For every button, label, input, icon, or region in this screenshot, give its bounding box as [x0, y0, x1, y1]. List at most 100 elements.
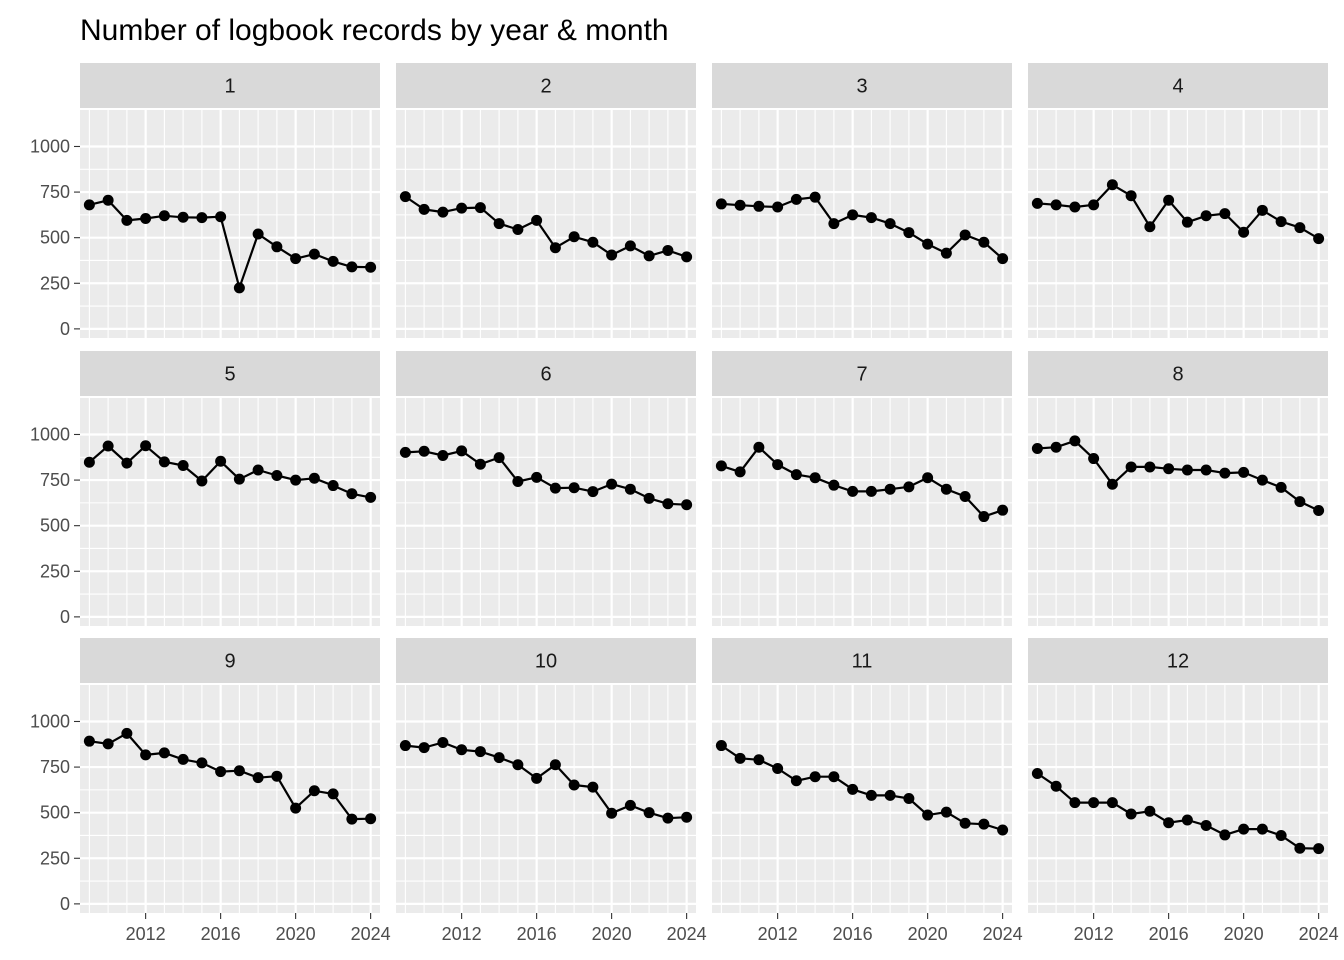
- series-line: [1037, 183, 1320, 240]
- data-point: [418, 203, 430, 215]
- data-point: [1256, 823, 1268, 835]
- data-point: [1219, 829, 1231, 841]
- data-point: [308, 472, 320, 484]
- data-point: [753, 200, 765, 212]
- data-point: [177, 459, 189, 471]
- x-tick-label: 2016: [201, 924, 241, 944]
- data-point: [456, 202, 468, 214]
- data-point: [1275, 216, 1287, 228]
- data-point: [624, 240, 636, 252]
- data-point: [549, 759, 561, 771]
- data-point: [643, 492, 655, 504]
- facet-strip-label: 7: [856, 364, 867, 386]
- series-line: [89, 199, 371, 289]
- data-point: [549, 482, 561, 494]
- data-point: [940, 247, 952, 259]
- data-point: [624, 799, 636, 811]
- data-point: [271, 470, 283, 482]
- data-point: [1163, 463, 1175, 475]
- facet-strip-label: 5: [224, 364, 235, 386]
- data-point: [997, 253, 1009, 265]
- x-tick-label: 2020: [1224, 924, 1264, 944]
- data-point: [662, 812, 674, 824]
- data-point: [399, 446, 411, 458]
- plot-background: [80, 398, 380, 626]
- y-tick-label: 500: [40, 803, 70, 823]
- x-tick-label: 2020: [908, 924, 948, 944]
- data-point: [1163, 194, 1175, 206]
- plot-background: [396, 110, 696, 338]
- data-point: [1088, 453, 1100, 465]
- facet-strip: [396, 638, 696, 683]
- data-point: [140, 213, 152, 225]
- data-point: [1106, 478, 1118, 490]
- data-point: [715, 740, 727, 752]
- data-point: [456, 744, 468, 756]
- data-point: [922, 809, 934, 821]
- x-tick-label: 2024: [351, 924, 391, 944]
- data-point: [922, 238, 934, 250]
- facet-strip-label: 2: [540, 76, 551, 98]
- data-point: [512, 223, 524, 235]
- data-point: [903, 481, 915, 493]
- data-point: [790, 193, 802, 205]
- data-point: [959, 817, 971, 829]
- x-tick-label: 2024: [983, 924, 1023, 944]
- series-line: [720, 744, 1003, 832]
- facet-strip-label: 8: [1172, 364, 1183, 386]
- data-point: [531, 772, 543, 784]
- plot-background: [396, 398, 696, 626]
- x-tick-label: 2024: [1299, 924, 1339, 944]
- data-point: [346, 261, 358, 273]
- data-point: [959, 229, 971, 241]
- data-point: [681, 251, 693, 263]
- data-point: [1238, 226, 1250, 238]
- data-point: [327, 255, 339, 267]
- series-line: [404, 195, 687, 258]
- y-tick-label: 750: [40, 757, 70, 777]
- data-point: [1181, 464, 1193, 476]
- data-point: [790, 469, 802, 481]
- facet-strip: [712, 351, 1012, 396]
- facet-panel-7: 7: [712, 351, 1012, 626]
- data-point: [327, 788, 339, 800]
- data-point: [252, 228, 264, 240]
- data-point: [1050, 441, 1062, 453]
- facet-panel-2: 2: [396, 63, 696, 338]
- data-point: [233, 473, 245, 485]
- data-point: [121, 214, 133, 226]
- data-point: [978, 818, 990, 830]
- facet-strip: [396, 351, 696, 396]
- facet-strip: [712, 638, 1012, 683]
- plot-background: [1028, 398, 1328, 626]
- data-point: [1031, 767, 1043, 779]
- series-line: [88, 444, 371, 499]
- y-tick-label: 1000: [30, 711, 70, 731]
- facet-panel-4: 4: [1028, 63, 1328, 338]
- data-point: [1144, 461, 1156, 473]
- data-point: [1163, 817, 1175, 829]
- facet-strip-label: 3: [856, 76, 867, 98]
- x-tick-label: 2016: [833, 924, 873, 944]
- data-point: [196, 212, 208, 224]
- data-point: [865, 485, 877, 497]
- plot-background: [396, 685, 696, 913]
- y-tick-label: 750: [40, 182, 70, 202]
- x-tick-label: 2012: [126, 924, 166, 944]
- data-point: [531, 471, 543, 483]
- data-point: [1069, 201, 1081, 213]
- data-point: [772, 763, 784, 775]
- facet-panel-6: 6: [396, 351, 696, 626]
- facet-panel-11: 11 2012 2016 2020 2024: [712, 638, 1023, 944]
- data-point: [772, 201, 784, 213]
- data-point: [884, 789, 896, 801]
- facet-strip: [1028, 351, 1328, 396]
- series-line: [721, 446, 1003, 518]
- facet-strip: [712, 63, 1012, 108]
- data-point: [587, 486, 599, 498]
- series-line: [721, 196, 1004, 260]
- data-point: [903, 792, 915, 804]
- data-point: [1106, 179, 1118, 191]
- data-point: [121, 457, 133, 469]
- data-point: [828, 218, 840, 230]
